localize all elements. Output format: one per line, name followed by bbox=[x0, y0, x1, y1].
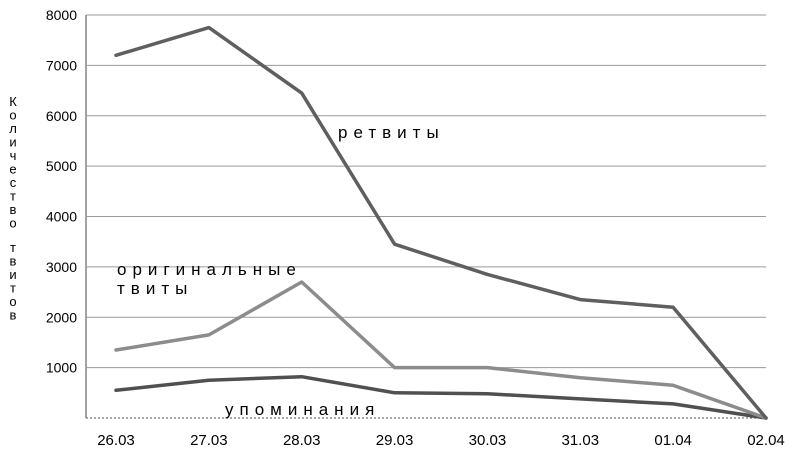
x-tick-label: 01.04 bbox=[654, 432, 692, 449]
gridlines bbox=[85, 14, 766, 419]
series-line bbox=[114, 25, 768, 420]
x-tick-label: 29.03 bbox=[376, 432, 414, 449]
y-tick-label: 3000 bbox=[46, 259, 77, 275]
x-tick-label: 31.03 bbox=[562, 432, 600, 449]
x-axis-ticks: 26.03 27.03 28.03 29.03 30.03 31.03 01.04 02.04 bbox=[97, 432, 785, 449]
x-tick-label: 26.03 bbox=[97, 432, 135, 449]
x-tick-label: 02.04 bbox=[747, 432, 785, 449]
series-labels: ретвиты оригинальные твиты упоминания bbox=[117, 123, 445, 419]
y-tick-label: 5000 bbox=[46, 158, 77, 174]
x-tick-label: 28.03 bbox=[283, 432, 321, 449]
series-label-original-tweets-line-2: твиты bbox=[117, 279, 193, 298]
y-tick-label: 1000 bbox=[46, 360, 77, 376]
series-label-retweets: ретвиты bbox=[338, 123, 445, 142]
series-lines bbox=[114, 25, 768, 420]
y-axis-ticks: 1000 2000 3000 4000 5000 6000 7000 8000 bbox=[46, 7, 77, 376]
y-tick-label: 7000 bbox=[46, 57, 77, 73]
series-label-original-tweets-line-1: оригинальные bbox=[117, 260, 302, 279]
y-tick-label: 2000 bbox=[46, 309, 77, 325]
series-line bbox=[114, 374, 768, 420]
y-tick-label: 4000 bbox=[46, 209, 77, 225]
series-label-mentions: упоминания bbox=[225, 400, 380, 419]
y-tick-label: 8000 bbox=[46, 7, 77, 23]
x-tick-label: 27.03 bbox=[190, 432, 228, 449]
series-line bbox=[114, 280, 768, 420]
y-tick-label: 6000 bbox=[46, 108, 77, 124]
x-tick-label: 30.03 bbox=[469, 432, 507, 449]
